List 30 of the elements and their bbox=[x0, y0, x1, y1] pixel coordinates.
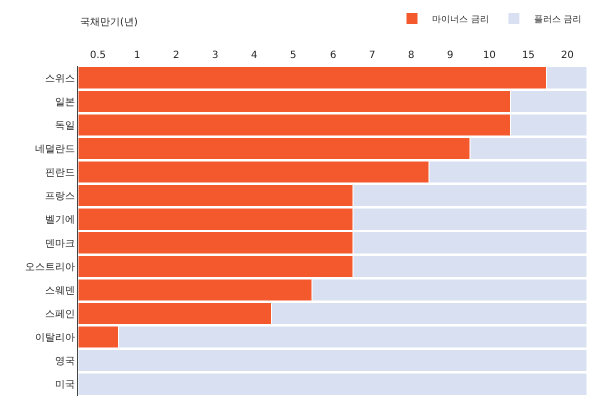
legend-label: 플러스 금리 bbox=[534, 15, 582, 26]
text: 9 bbox=[447, 50, 454, 61]
text: 2 bbox=[173, 50, 180, 61]
text: 3 bbox=[212, 50, 218, 61]
y-tick-label: 스웨덴 bbox=[45, 285, 75, 296]
y-tick-label: 스페인 bbox=[45, 309, 75, 320]
x-axis-title: 국채만기(년) bbox=[80, 17, 138, 28]
text: 1 bbox=[134, 50, 140, 61]
y-tick-label: 이탈리아 bbox=[35, 332, 75, 344]
text: 4 bbox=[251, 50, 258, 61]
text: 7 bbox=[369, 50, 376, 61]
y-tick-label: 덴마크 bbox=[45, 238, 75, 250]
text: 8 bbox=[408, 50, 414, 61]
text: 5 bbox=[290, 50, 296, 61]
text: 6 bbox=[330, 50, 336, 61]
text: 15 bbox=[522, 50, 535, 61]
y-tick-label: 독일 bbox=[55, 120, 75, 132]
y-tick-label: 벨기에 bbox=[45, 214, 75, 226]
y-tick-label: 핀란드 bbox=[45, 168, 75, 179]
y-tick-label: 오스트리아 bbox=[25, 262, 75, 273]
text: 20 bbox=[561, 50, 574, 61]
y-tick-label: 네덜란드 bbox=[35, 144, 75, 155]
y-tick-label: 스위스 bbox=[45, 73, 75, 84]
y-tick-label: 영국 bbox=[55, 356, 75, 368]
y-tick-label: 프랑스 bbox=[45, 191, 75, 202]
y-tick-label: 일본 bbox=[55, 96, 75, 108]
text: 0.5 bbox=[90, 50, 106, 61]
legend-label: 마이너스 금리 bbox=[432, 15, 489, 26]
text: 10 bbox=[483, 50, 496, 61]
y-tick-label: 미국 bbox=[55, 380, 75, 391]
